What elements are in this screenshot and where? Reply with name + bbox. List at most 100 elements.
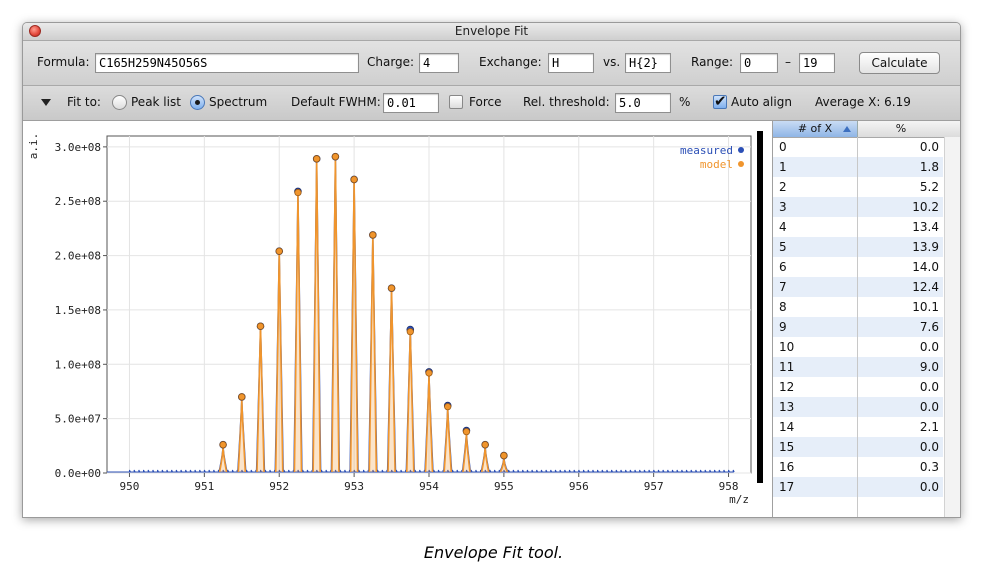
cell-percent: 9.0 (919, 360, 939, 374)
table-row[interactable]: 7 12.4 (773, 277, 943, 297)
vs-input[interactable]: H{2} (625, 53, 671, 73)
column-header-number-of-x[interactable]: # of X (773, 121, 858, 137)
y-axis-label: a.i. (27, 133, 40, 160)
rel-threshold-input[interactable]: 5.0 (615, 93, 671, 113)
x-tick-label: 951 (194, 480, 214, 493)
cell-number-of-x: 1 (779, 160, 787, 174)
table-row[interactable]: 3 10.2 (773, 197, 943, 217)
table-row[interactable]: 13 0.0 (773, 397, 943, 417)
vs-label: vs. (603, 55, 621, 69)
charge-input[interactable]: 4 (419, 53, 459, 73)
cell-percent: 13.4 (912, 220, 939, 234)
table-header: # of X % (773, 121, 960, 138)
table-scrollbar[interactable] (944, 137, 960, 517)
fwhm-input[interactable]: 0.01 (383, 93, 439, 113)
cell-number-of-x: 3 (779, 200, 787, 214)
rel-threshold-label: Rel. threshold: (523, 95, 610, 109)
cell-number-of-x: 6 (779, 260, 787, 274)
cell-percent: 0.0 (919, 480, 939, 494)
model-point (406, 328, 414, 336)
cell-percent: 0.0 (919, 140, 939, 154)
range-min-input[interactable]: 0 (740, 53, 778, 73)
formula-toolbar: Formula: C165H259N45O56S Charge: 4 Excha… (23, 41, 960, 86)
cell-percent: 14.0 (912, 260, 939, 274)
model-point (294, 188, 302, 197)
auto-align-label: Auto align (731, 95, 792, 109)
fit-to-label: Fit to: (67, 95, 101, 109)
cell-number-of-x: 7 (779, 280, 787, 294)
table-row[interactable]: 4 13.4 (773, 217, 943, 237)
model-point (444, 403, 452, 411)
cell-percent: 0.0 (919, 340, 939, 354)
title-bar: Envelope Fit (23, 23, 960, 41)
y-tick-label: 2.0e+08 (55, 250, 101, 263)
peak-list-label: Peak list (131, 95, 181, 109)
cell-number-of-x: 11 (779, 360, 795, 374)
model-point (425, 369, 433, 377)
model-point (275, 247, 283, 255)
range-max-input[interactable]: 19 (799, 53, 835, 73)
table-row[interactable]: 11 9.0 (773, 357, 943, 377)
x-axis-label: m/z (729, 493, 749, 506)
column-divider (857, 137, 858, 517)
formula-input[interactable]: C165H259N45O56S (95, 53, 359, 73)
x-tick-label: 958 (719, 480, 739, 493)
cell-number-of-x: 0 (779, 140, 787, 154)
table-row[interactable]: 10 0.0 (773, 337, 943, 357)
table-row[interactable]: 15 0.0 (773, 437, 943, 457)
peak-list-radio[interactable] (112, 95, 127, 110)
cell-percent: 1.8 (919, 160, 939, 174)
spectrum-plot-area[interactable]: 0.0e+00 5.0e+07 1.0e+08 1.5e+08 2.0e+08 2.5e+… (23, 121, 772, 517)
legend-model-label: model (700, 158, 733, 171)
cell-number-of-x: 4 (779, 220, 787, 234)
table-row[interactable]: 6 14.0 (773, 257, 943, 277)
model-point (387, 284, 396, 292)
fit-options-toolbar: Fit to: Peak list Spectrum Default FWHM:… (23, 86, 960, 121)
force-label: Force (469, 95, 502, 109)
column-header-percent[interactable]: % (858, 121, 944, 137)
table-row[interactable]: 2 5.2 (773, 177, 943, 197)
y-tick-label: 1.5e+08 (55, 304, 101, 317)
model-point (331, 153, 339, 161)
table-row[interactable]: 17 0.0 (773, 477, 943, 497)
table-row[interactable]: 1 1.8 (773, 157, 943, 177)
model-point (500, 452, 508, 460)
table-row[interactable]: 14 2.1 (773, 417, 943, 437)
x-tick-label: 953 (344, 480, 364, 493)
spectrum-radio[interactable] (190, 95, 205, 110)
cell-percent: 0.0 (919, 380, 939, 394)
cell-number-of-x: 13 (779, 400, 795, 414)
exchange-input[interactable]: H (548, 53, 594, 73)
cell-percent: 0.0 (919, 400, 939, 414)
auto-align-checkbox[interactable] (713, 92, 727, 110)
table-row[interactable]: 0 0.0 (773, 137, 943, 157)
sort-ascending-icon (843, 126, 851, 132)
table-row[interactable]: 12 0.0 (773, 377, 943, 397)
cell-number-of-x: 8 (779, 300, 787, 314)
calculate-button[interactable]: Calculate (859, 52, 940, 74)
disclosure-triangle-icon[interactable] (41, 99, 51, 106)
legend-measured-marker (738, 147, 744, 153)
envelope-fit-chart[interactable]: 0.0e+00 5.0e+07 1.0e+08 1.5e+08 2.0e+08 2.5e+… (23, 121, 772, 517)
cell-number-of-x: 5 (779, 240, 787, 254)
cell-percent: 12.4 (912, 280, 939, 294)
table-row[interactable]: 8 10.1 (773, 297, 943, 317)
x-tick-label: 957 (644, 480, 664, 493)
cell-percent: 0.0 (919, 440, 939, 454)
close-window-button[interactable] (29, 25, 41, 37)
x-tick-label: 950 (120, 480, 140, 493)
model-point (462, 428, 471, 436)
force-checkbox[interactable] (449, 95, 463, 109)
model-point (219, 441, 227, 449)
table-row[interactable]: 16 0.3 (773, 457, 943, 477)
cell-number-of-x: 15 (779, 440, 795, 454)
model-point (481, 441, 489, 449)
column-header-label: % (895, 122, 907, 135)
cell-percent: 13.9 (912, 240, 939, 254)
table-row[interactable]: 9 7.6 (773, 317, 943, 337)
legend-model-marker (738, 161, 744, 167)
table-row[interactable]: 5 13.9 (773, 237, 943, 257)
range-dash: – (785, 55, 791, 69)
cell-number-of-x: 9 (779, 320, 787, 334)
x-tick-label: 956 (569, 480, 589, 493)
